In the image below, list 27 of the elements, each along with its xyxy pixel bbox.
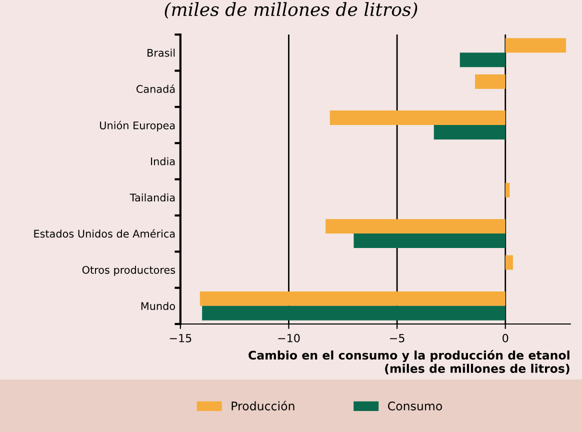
y-tick-label: Brasil [148,48,175,57]
x-tick-label: −5 [390,334,404,342]
bar [330,110,506,126]
legend-label: Consumo [388,402,442,410]
bar [505,38,566,53]
bar [354,234,506,248]
bar [505,182,510,198]
y-tick-label: Tailandia [130,193,175,202]
chart-title: (miles de millones de litros) [164,2,418,19]
bar [475,74,506,89]
x-axis-title: Cambio en el consumo y la producción de etanol (miles de millones de litros) [248,350,570,374]
bar [460,52,506,68]
bar [505,255,513,270]
x-tick-label: −15 [170,334,192,342]
y-tick-label: Mundo [141,302,175,310]
y-tick-label: Otros productores [82,266,176,276]
bar [200,291,506,306]
y-tick-label: Unión Europea [100,120,175,132]
y-tick-label: Estados Unidos de América [34,229,175,238]
bar [326,219,506,234]
legend-label: Producción [232,400,294,410]
x-tick-label: 0 [502,334,508,342]
y-tick-label: India [151,157,175,166]
y-tick-label: Canadá [136,84,175,93]
x-tick-label: −10 [278,334,300,342]
bar [434,125,506,140]
bar [202,306,506,320]
